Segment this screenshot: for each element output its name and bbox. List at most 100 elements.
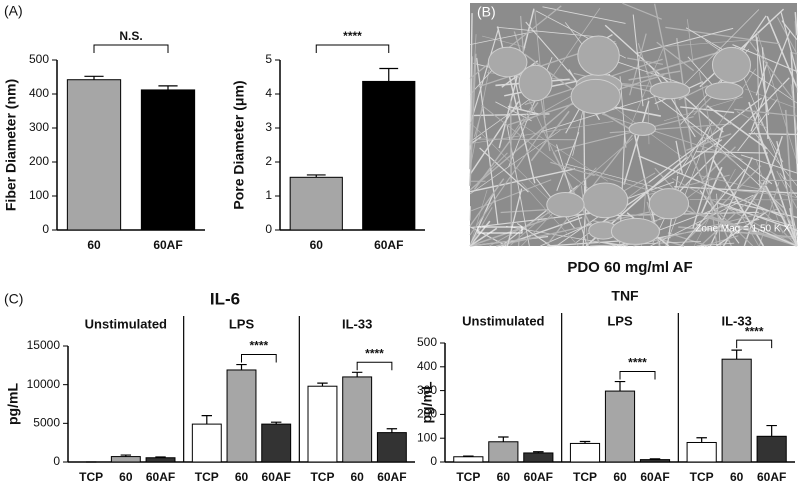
bar	[110, 456, 141, 463]
fiber	[736, 61, 788, 182]
fiber	[663, 96, 743, 122]
fiber	[469, 34, 477, 146]
bead	[570, 78, 621, 115]
bar	[569, 442, 601, 463]
fiber	[469, 237, 531, 247]
significance-bracket	[315, 44, 390, 53]
error-bar	[351, 371, 363, 377]
error-bar	[386, 428, 398, 433]
error-bar	[379, 67, 399, 82]
significance-bracket	[619, 371, 656, 380]
fiber	[469, 220, 491, 247]
x-tick-label: 60	[310, 238, 324, 252]
fiber	[633, 208, 780, 247]
fiber	[684, 121, 738, 165]
bead	[711, 46, 752, 84]
bar	[686, 441, 717, 463]
fiber	[697, 105, 718, 247]
fiber	[636, 27, 734, 54]
fiber	[696, 242, 735, 247]
x-tick-label: 60AF	[374, 238, 403, 252]
fiber	[580, 185, 589, 247]
fiber	[794, 12, 798, 36]
fiber	[734, 108, 798, 117]
fiber	[678, 85, 708, 101]
fiber	[665, 26, 781, 45]
x-tick-label: 60	[87, 238, 101, 252]
y-tick-label: 100	[417, 430, 437, 444]
x-tick-label: 60AF	[377, 470, 406, 483]
fiber	[712, 158, 765, 247]
x-tick-label: 60	[235, 470, 249, 483]
fiber	[706, 105, 768, 150]
fiber	[469, 178, 505, 227]
error-bar	[498, 436, 509, 442]
fiber	[469, 190, 496, 247]
y-tick-label: 0	[42, 222, 49, 236]
panel-label: (C)	[4, 291, 23, 307]
bead	[546, 192, 585, 218]
fiber	[748, 133, 798, 136]
fiber	[776, 170, 798, 209]
bar	[604, 390, 636, 463]
fiber	[469, 53, 477, 186]
y-tick-label: 0	[265, 222, 272, 236]
sem-image: (B) Zone Mag = 1.50 K X	[469, 2, 798, 247]
fiber	[703, 235, 739, 247]
fiber	[469, 30, 537, 45]
fiber	[471, 210, 613, 229]
error-bar	[306, 174, 326, 178]
y-tick-label: 5	[265, 52, 272, 66]
fiber	[473, 102, 539, 190]
fiber	[748, 101, 798, 247]
y-tick-label: 400	[29, 86, 49, 100]
fiber	[469, 129, 561, 195]
bead	[518, 64, 553, 102]
y-tick-label: 2	[265, 154, 272, 168]
x-tick-label: 60AF	[262, 470, 291, 483]
fiber	[755, 159, 784, 234]
fiber	[680, 165, 762, 247]
group-label: LPS	[607, 313, 633, 328]
fiber	[469, 97, 579, 191]
fiber	[496, 211, 650, 247]
bead	[610, 217, 660, 245]
y-tick-label: 500	[29, 52, 49, 66]
bar	[721, 358, 752, 463]
bead	[582, 182, 629, 219]
x-tick-label: 60AF	[757, 470, 786, 483]
y-tick-label: 100	[29, 188, 49, 202]
bead	[648, 188, 690, 220]
bar	[145, 457, 176, 463]
y-axis-label: Fiber Diameter (nm)	[3, 79, 19, 211]
error-bar	[731, 349, 742, 360]
y-tick-label: 10000	[27, 377, 61, 391]
x-tick-label: 60AF	[146, 470, 175, 483]
fiber	[794, 21, 798, 93]
significance-label: ****	[365, 346, 384, 360]
y-tick-label: 3	[265, 120, 272, 134]
fiber	[678, 207, 798, 247]
fiber	[686, 19, 694, 63]
fiber	[732, 44, 798, 72]
y-tick-label: 1	[265, 188, 272, 202]
x-tick-label: TCP	[310, 470, 334, 483]
fiber	[765, 185, 798, 247]
error-bar	[463, 455, 474, 457]
fiber	[534, 10, 546, 119]
fiber	[629, 45, 665, 129]
x-tick-label: 60	[613, 470, 627, 483]
fiber	[521, 182, 579, 247]
fiber	[622, 2, 662, 20]
bead	[628, 121, 656, 136]
fiber	[756, 31, 798, 163]
fiber	[623, 101, 650, 185]
panel-label: (B)	[477, 4, 496, 20]
fiber	[789, 208, 798, 247]
fiber	[692, 127, 724, 229]
group-label: Unstimulated	[85, 316, 167, 331]
bar	[523, 452, 554, 463]
bar	[226, 369, 257, 463]
chart-title: TNF	[611, 288, 639, 304]
fiber	[507, 105, 539, 115]
